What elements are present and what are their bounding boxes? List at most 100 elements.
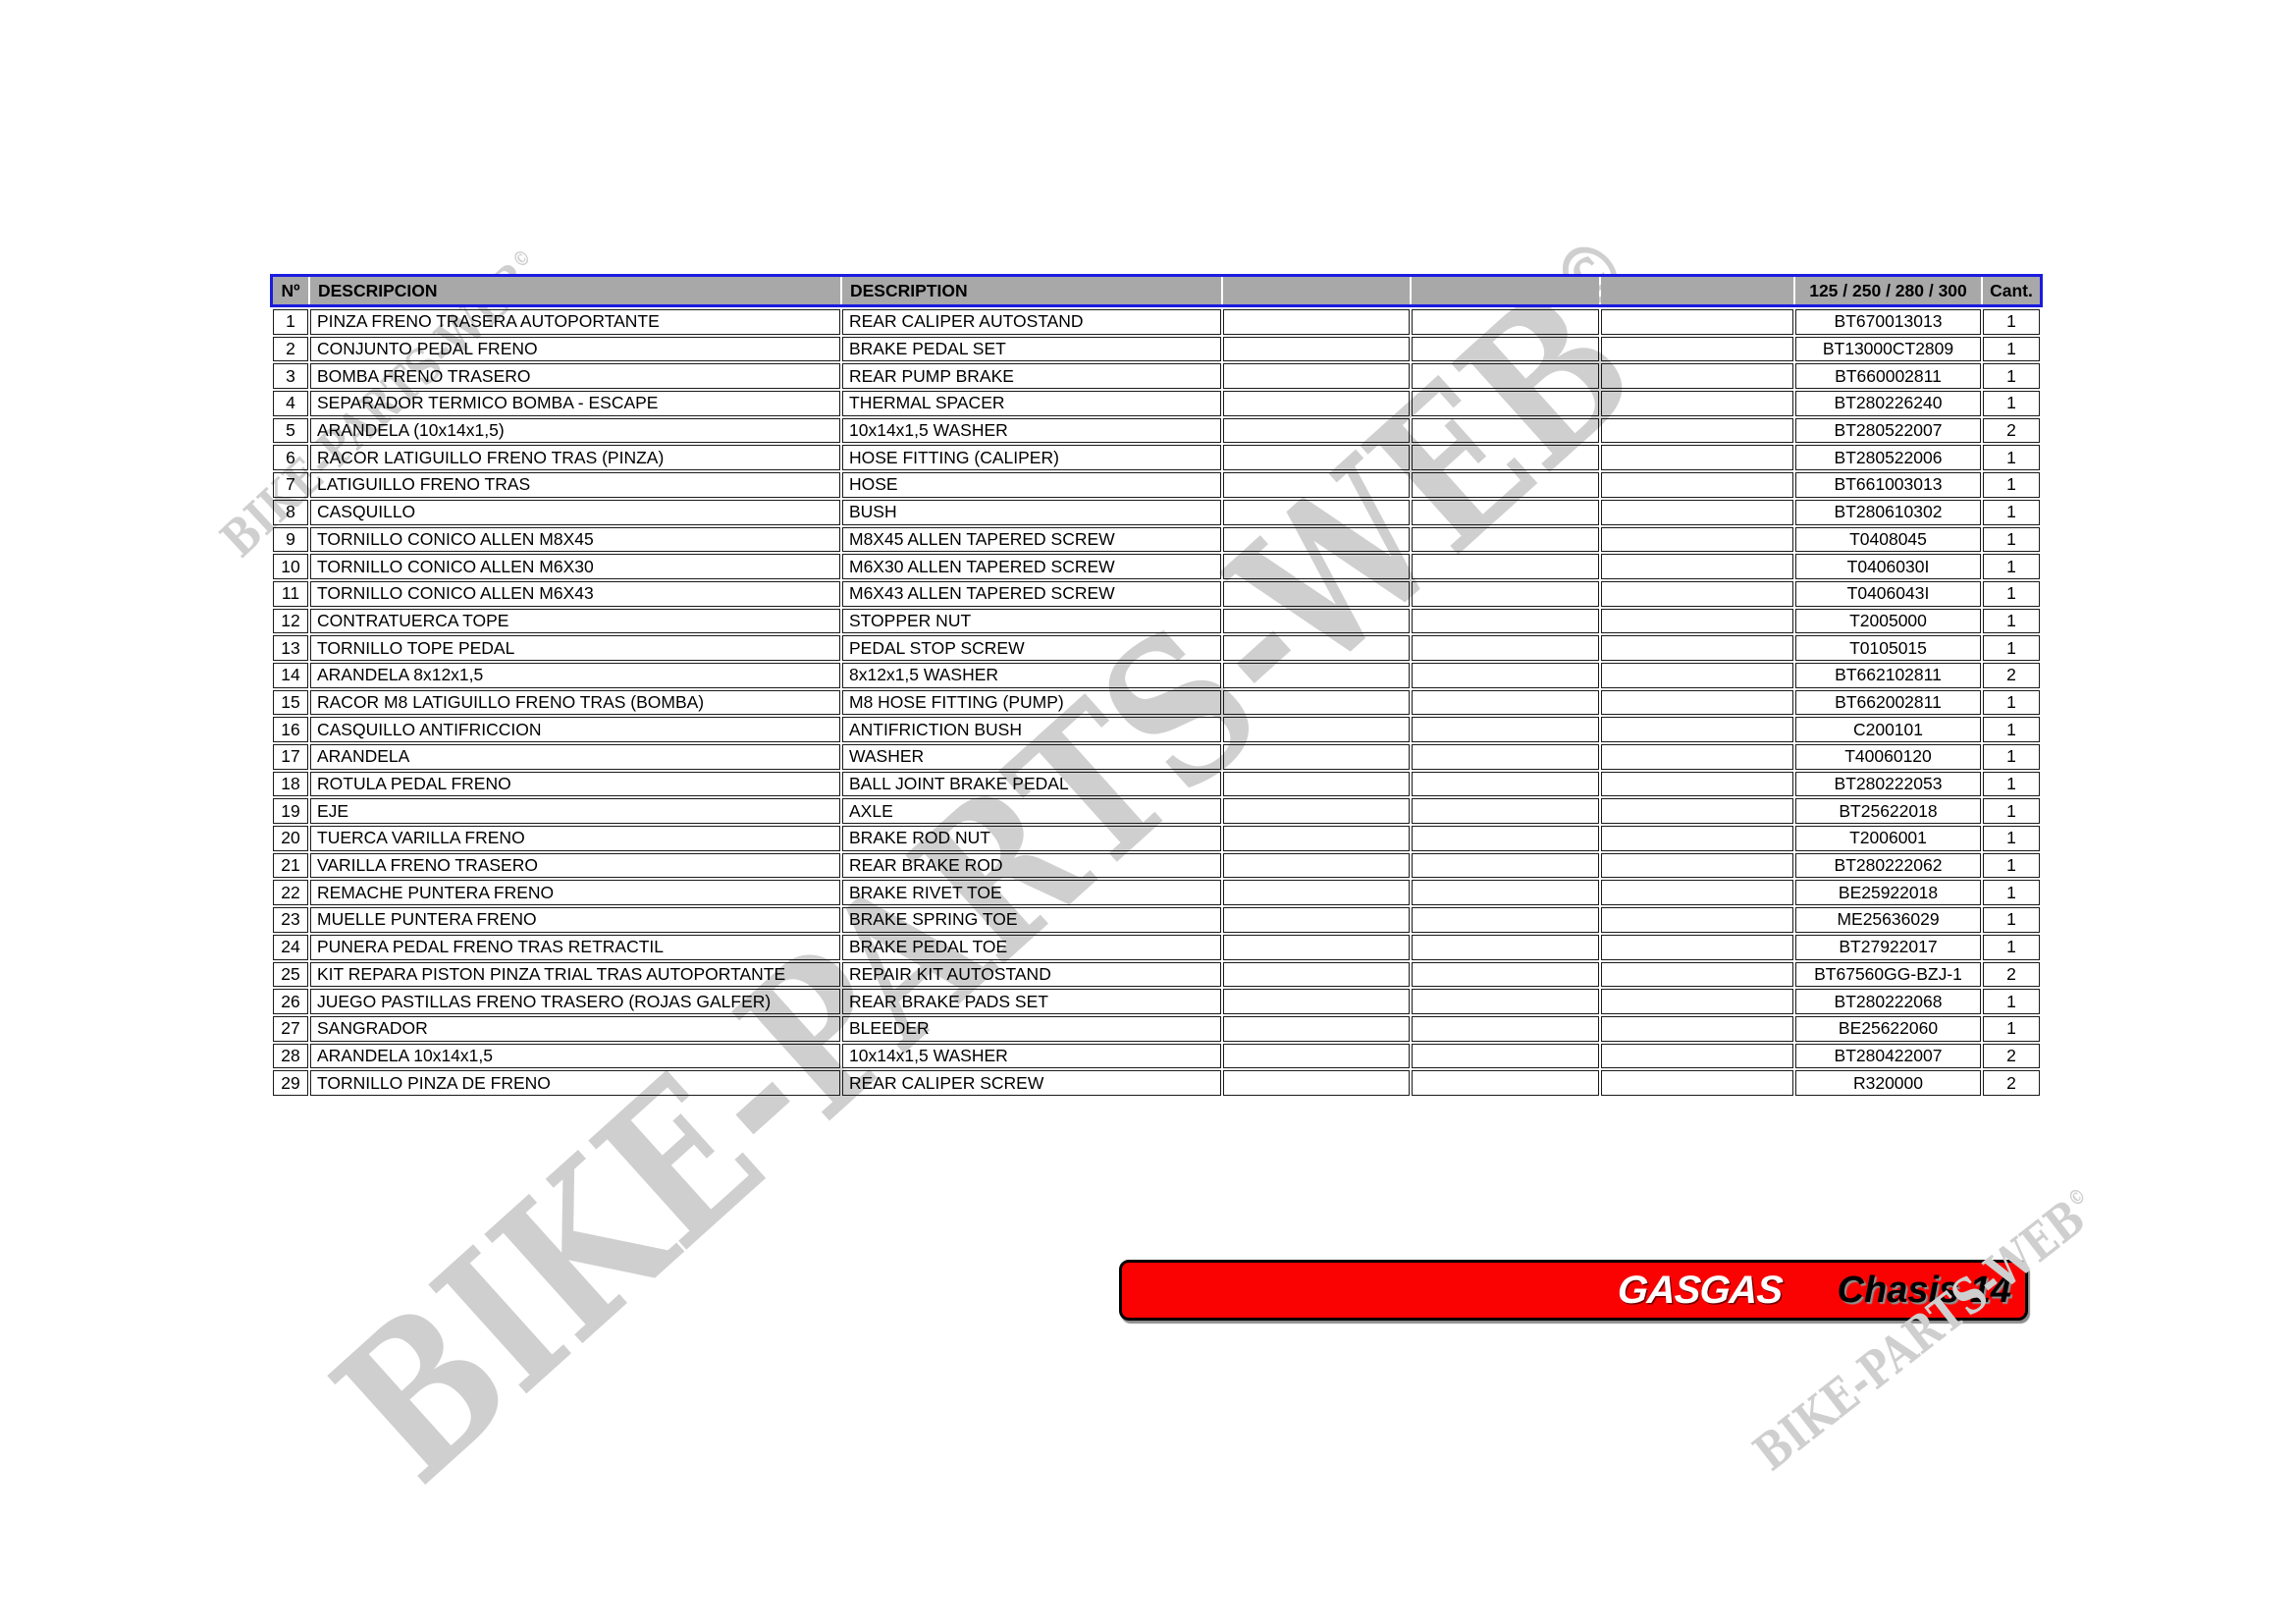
empty-cell-2 <box>1412 717 1599 742</box>
header-description: DESCRIPTION <box>842 277 1221 304</box>
descripcion-cell: ARANDELA 8x12x1,5 <box>310 662 840 688</box>
empty-cell-2 <box>1412 445 1599 471</box>
quantity-cell: 1 <box>1983 826 2040 851</box>
empty-cell-3 <box>1601 608 1793 634</box>
table-body: 1 PINZA FRENO TRASERA AUTOPORTANTE REAR … <box>273 309 2040 1096</box>
empty-cell-3 <box>1601 826 1793 851</box>
quantity-cell: 1 <box>1983 771 2040 797</box>
row-number-cell: 19 <box>273 798 308 825</box>
quantity-cell: 1 <box>1983 798 2040 825</box>
banner-title: Chasis 14 <box>1837 1269 2011 1311</box>
empty-cell-3 <box>1601 336 1793 362</box>
empty-cell-1 <box>1223 391 1410 416</box>
part-number-cell: BT662102811 <box>1795 662 1981 688</box>
empty-cell-3 <box>1601 635 1793 661</box>
empty-cell-3 <box>1601 771 1793 797</box>
description-cell: 8x12x1,5 WASHER <box>842 662 1221 688</box>
watermark-text: BIKE-PARTS-WEB <box>1742 1188 2096 1483</box>
empty-cell-3 <box>1601 961 1793 988</box>
descripcion-cell: MUELLE PUNTERA FRENO <box>310 907 840 933</box>
watermark-bottom-right: BIKE-PARTS-WEB© <box>1742 1182 2107 1483</box>
empty-cell-1 <box>1223 635 1410 661</box>
part-number-cell: T40060120 <box>1795 744 1981 770</box>
description-cell: STOPPER NUT <box>842 608 1221 634</box>
quantity-cell: 1 <box>1983 689 2040 716</box>
quantity-cell: 2 <box>1983 961 2040 988</box>
empty-cell-1 <box>1223 608 1410 634</box>
quantity-cell: 1 <box>1983 391 2040 416</box>
empty-cell-2 <box>1412 526 1599 553</box>
part-number-cell: T0105015 <box>1795 635 1981 661</box>
empty-cell-3 <box>1601 554 1793 579</box>
part-number-cell: BT280222053 <box>1795 771 1981 797</box>
descripcion-cell: ARANDELA <box>310 744 840 770</box>
empty-cell-2 <box>1412 309 1599 335</box>
quantity-cell: 1 <box>1983 744 2040 770</box>
quantity-cell: 2 <box>1983 1043 2040 1069</box>
descripcion-cell: ARANDELA (10x14x1,5) <box>310 417 840 444</box>
part-number-cell: BT660002811 <box>1795 363 1981 390</box>
part-number-cell: BT280422007 <box>1795 1043 1981 1069</box>
empty-cell-1 <box>1223 526 1410 553</box>
empty-cell-2 <box>1412 689 1599 716</box>
empty-cell-3 <box>1601 907 1793 933</box>
empty-cell-2 <box>1412 554 1599 579</box>
description-cell: REAR CALIPER SCREW <box>842 1070 1221 1096</box>
empty-cell-1 <box>1223 417 1410 444</box>
part-number-cell: BT280522007 <box>1795 417 1981 444</box>
description-cell: BLEEDER <box>842 1015 1221 1042</box>
empty-cell-2 <box>1412 798 1599 825</box>
description-cell: BRAKE SPRING TOE <box>842 907 1221 933</box>
row-number-cell: 8 <box>273 499 308 525</box>
empty-cell-3 <box>1601 744 1793 770</box>
row-number-cell: 2 <box>273 336 308 362</box>
descripcion-cell: TORNILLO TOPE PEDAL <box>310 635 840 661</box>
quantity-cell: 1 <box>1983 1015 2040 1042</box>
empty-cell-2 <box>1412 391 1599 416</box>
empty-cell-2 <box>1412 363 1599 390</box>
header-empty-3 <box>1601 277 1793 304</box>
descripcion-cell: TORNILLO CONICO ALLEN M6X43 <box>310 580 840 607</box>
quantity-cell: 1 <box>1983 934 2040 960</box>
descripcion-cell: REMACHE PUNTERA FRENO <box>310 880 840 906</box>
row-number-cell: 14 <box>273 662 308 688</box>
description-cell: M8 HOSE FITTING (PUMP) <box>842 689 1221 716</box>
row-number-cell: 25 <box>273 961 308 988</box>
description-cell: AXLE <box>842 798 1221 825</box>
row-number-cell: 3 <box>273 363 308 390</box>
descripcion-cell: TUERCA VARILLA FRENO <box>310 826 840 851</box>
empty-cell-1 <box>1223 934 1410 960</box>
empty-cell-3 <box>1601 662 1793 688</box>
descripcion-cell: ARANDELA 10x14x1,5 <box>310 1043 840 1069</box>
descripcion-cell: TORNILLO CONICO ALLEN M8X45 <box>310 526 840 553</box>
descripcion-cell: KIT REPARA PISTON PINZA TRIAL TRAS AUTOP… <box>310 961 840 988</box>
empty-cell-1 <box>1223 445 1410 471</box>
description-cell: THERMAL SPACER <box>842 391 1221 416</box>
descripcion-cell: TORNILLO PINZA DE FRENO <box>310 1070 840 1096</box>
empty-cell-3 <box>1601 309 1793 335</box>
description-cell: REPAIR KIT AUTOSTAND <box>842 961 1221 988</box>
empty-cell-3 <box>1601 880 1793 906</box>
empty-cell-1 <box>1223 852 1410 879</box>
empty-cell-3 <box>1601 526 1793 553</box>
empty-cell-1 <box>1223 1015 1410 1042</box>
descripcion-cell: VARILLA FRENO TRASERO <box>310 852 840 879</box>
empty-cell-1 <box>1223 336 1410 362</box>
empty-cell-1 <box>1223 798 1410 825</box>
empty-cell-2 <box>1412 635 1599 661</box>
descripcion-cell: EJE <box>310 798 840 825</box>
empty-cell-1 <box>1223 662 1410 688</box>
row-number-cell: 11 <box>273 580 308 607</box>
descripcion-cell: PINZA FRENO TRASERA AUTOPORTANTE <box>310 309 840 335</box>
quantity-cell: 1 <box>1983 717 2040 742</box>
empty-cell-2 <box>1412 852 1599 879</box>
description-cell: REAR CALIPER AUTOSTAND <box>842 309 1221 335</box>
row-number-cell: 18 <box>273 771 308 797</box>
row-number-cell: 10 <box>273 554 308 579</box>
description-cell: M8X45 ALLEN TAPERED SCREW <box>842 526 1221 553</box>
empty-cell-3 <box>1601 798 1793 825</box>
description-cell: HOSE FITTING (CALIPER) <box>842 445 1221 471</box>
empty-cell-3 <box>1601 580 1793 607</box>
header-empty-2 <box>1412 277 1599 304</box>
empty-cell-3 <box>1601 445 1793 471</box>
